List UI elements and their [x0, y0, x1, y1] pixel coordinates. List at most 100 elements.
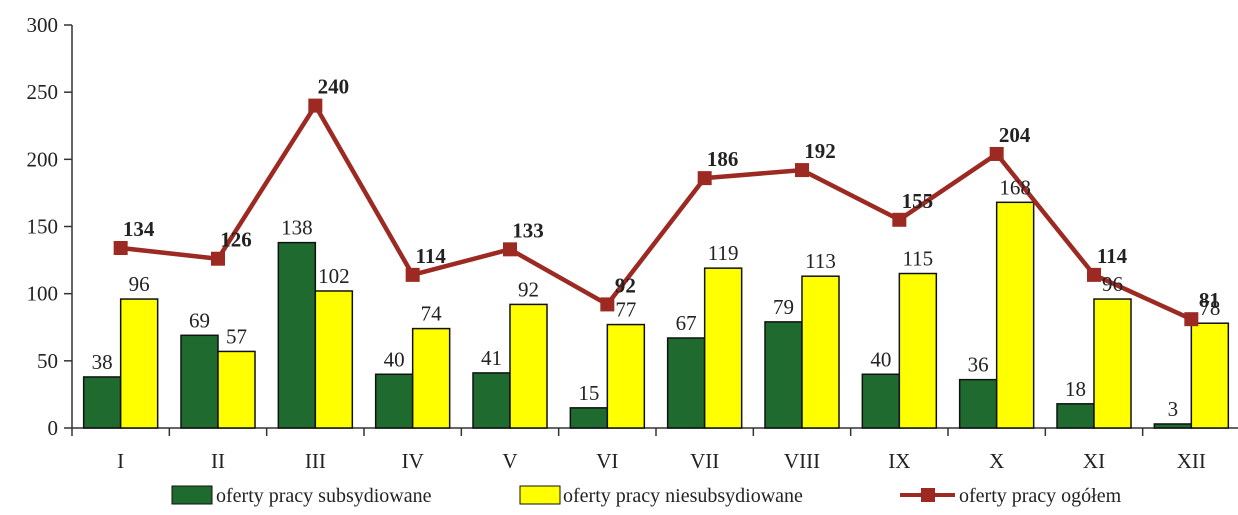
bar-unsubsidized	[1093, 298, 1132, 429]
data-label-unsubsidized: 168	[999, 175, 1031, 199]
x-tick-label: VI	[596, 449, 618, 473]
marker-total	[1087, 267, 1101, 282]
marker-total	[503, 242, 517, 257]
bar-unsubsidized	[606, 323, 646, 429]
data-label-subsidized: 69	[189, 308, 210, 332]
data-label-total: 133	[512, 218, 544, 242]
data-label-subsidized: 36	[968, 353, 989, 377]
data-label-total: 204	[999, 123, 1031, 147]
bar-subsidized	[569, 407, 609, 429]
legend-swatch-subsidized	[171, 485, 213, 505]
data-label-total: 92	[615, 273, 636, 297]
x-tick-label: XII	[1177, 449, 1206, 473]
legend: oferty pracy subsydiowane oferty pracy n…	[171, 485, 1122, 507]
bar-subsidized	[82, 376, 122, 429]
data-label-total: 81	[1199, 288, 1220, 312]
y-tick-label: 250	[27, 80, 59, 104]
marker-total	[405, 267, 420, 282]
bar-unsubsidized	[509, 303, 548, 429]
y-tick-label: 300	[27, 13, 59, 37]
data-label-total: 240	[318, 75, 350, 99]
marker-total	[795, 163, 809, 178]
data-label-subsidized: 15	[578, 381, 599, 405]
data-label-unsubsidized: 113	[805, 249, 836, 273]
x-tick-label: V	[502, 449, 517, 473]
bar-subsidized	[472, 372, 511, 429]
marker-total	[113, 240, 128, 255]
data-label-unsubsidized: 78	[1199, 296, 1220, 320]
marker-total	[697, 171, 712, 186]
bar-unsubsidized	[995, 201, 1035, 429]
data-label-total: 134	[123, 217, 155, 241]
x-tick-label: I	[117, 449, 124, 473]
x-tick-label: XI	[1083, 449, 1105, 473]
data-label-unsubsidized: 96	[1102, 272, 1123, 296]
bar-unsubsidized	[1190, 322, 1230, 429]
data-label-total: 114	[1097, 244, 1128, 268]
bar-subsidized	[374, 373, 414, 429]
data-label-subsidized: 67	[676, 311, 697, 335]
data-label-unsubsidized: 92	[518, 277, 539, 301]
marker-total	[1184, 312, 1199, 327]
y-axis-ticks: 0 50 100 150 200 250 300	[27, 13, 72, 440]
x-tick-label: III	[305, 449, 326, 473]
y-tick-label: 0	[48, 416, 59, 440]
x-tick-label: IV	[402, 449, 424, 473]
data-label-total: 114	[415, 244, 446, 268]
data-label-unsubsidized: 77	[615, 298, 636, 322]
legend-label-total: oferty pracy ogółem	[959, 485, 1122, 507]
data-label-subsidized: 41	[481, 346, 502, 370]
x-tick-label: II	[211, 449, 225, 473]
y-tick-label: 200	[27, 147, 59, 171]
legend-label-subsidized: oferty pracy subsydiowane	[216, 485, 432, 507]
x-axis-ticks: I II III IV V VI VII VIII IX X XI XII	[71, 428, 1206, 473]
bars	[82, 201, 1230, 429]
x-tick-label: X	[989, 449, 1004, 473]
bar-unsubsidized	[217, 350, 256, 429]
data-label-subsidized: 138	[281, 216, 313, 240]
bar-unsubsidized	[703, 267, 743, 429]
data-label-unsubsidized: 115	[902, 247, 933, 271]
bar-subsidized	[1056, 403, 1095, 429]
data-label-unsubsidized: 74	[421, 302, 443, 326]
line-total	[120, 103, 1193, 322]
legend-swatch-unsubsidized	[519, 485, 561, 505]
bar-subsidized	[666, 337, 706, 429]
bar-subsidized	[180, 334, 219, 429]
data-label-unsubsidized: 119	[708, 241, 739, 265]
data-label-total: 126	[220, 228, 252, 252]
bar-unsubsidized	[314, 290, 354, 429]
bar-subsidized	[861, 373, 901, 429]
data-label-subsidized: 40	[870, 347, 891, 371]
bar-subsidized	[764, 321, 803, 429]
bar-unsubsidized	[411, 327, 451, 429]
data-label-subsidized: 38	[92, 350, 113, 374]
legend-marker-total	[921, 488, 935, 502]
data-label-subsidized: 18	[1065, 377, 1086, 401]
bar-subsidized	[1153, 423, 1193, 429]
data-label-total: 155	[902, 189, 934, 213]
data-label-total: 186	[707, 147, 739, 171]
marker-total	[600, 297, 615, 312]
data-label-subsidized: 3	[1168, 397, 1179, 421]
legend-label-unsubsidized: oferty pracy niesubsydiowane	[563, 485, 803, 507]
marker-total	[892, 212, 907, 227]
bar-unsubsidized	[801, 275, 840, 429]
y-tick-label: 100	[27, 282, 59, 306]
bar-subsidized	[277, 241, 317, 429]
y-tick-label: 150	[27, 215, 59, 239]
bar-unsubsidized	[898, 272, 938, 429]
data-label-unsubsidized: 102	[318, 264, 350, 288]
marker-total	[989, 146, 1004, 161]
data-label-unsubsidized: 96	[129, 272, 150, 296]
marker-total	[211, 251, 225, 266]
data-label-subsidized: 40	[384, 347, 405, 371]
bar-subsidized	[958, 378, 998, 429]
data-label-total: 192	[804, 139, 836, 163]
total-line-series	[113, 98, 1199, 327]
data-label-unsubsidized: 57	[226, 324, 247, 348]
marker-total	[308, 98, 323, 113]
